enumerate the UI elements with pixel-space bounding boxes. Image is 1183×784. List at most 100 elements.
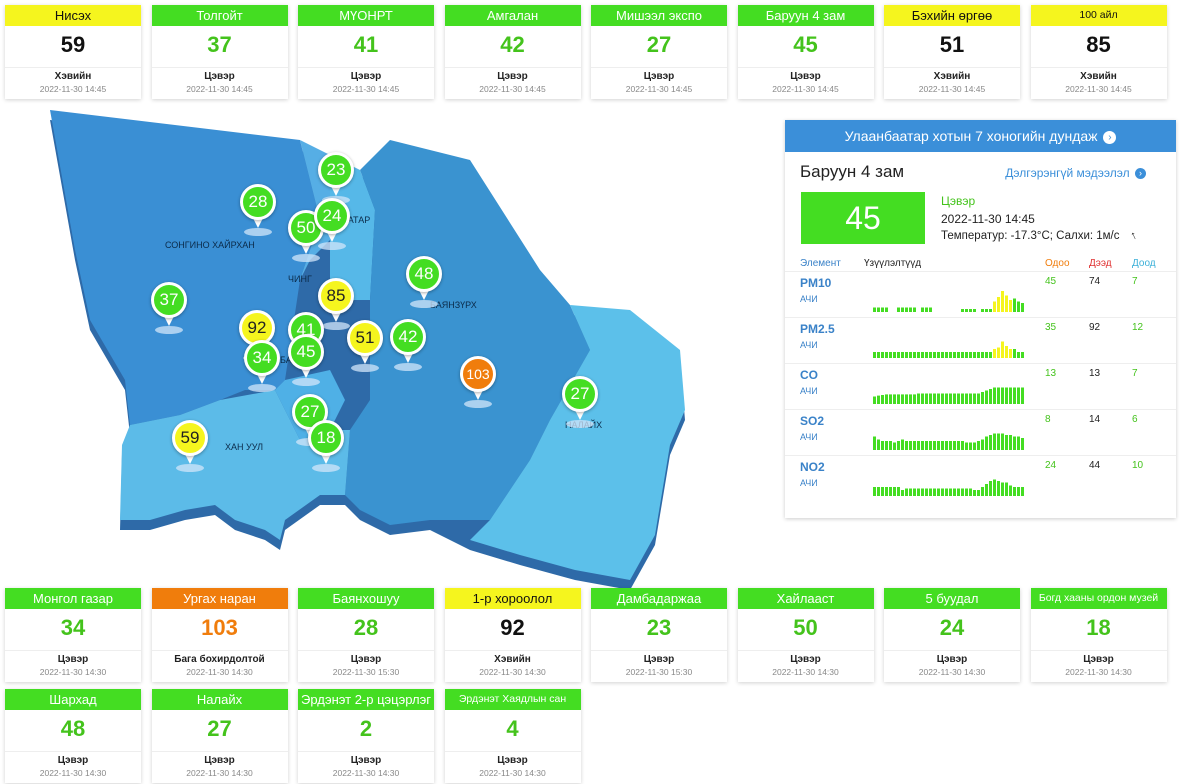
station-card[interactable]: Налайх 27 Цэвэр 2022-11-30 14:30 bbox=[151, 689, 288, 783]
map-marker[interactable]: 37 bbox=[151, 282, 187, 334]
pollutant-min: 7 bbox=[1132, 276, 1138, 287]
station-timestamp: 2022-11-30 14:45 bbox=[772, 84, 839, 94]
marker-shadow bbox=[312, 464, 340, 472]
station-card[interactable]: Эрдэнэт Хаядлын сан 4 Цэвэр 2022-11-30 14:3… bbox=[444, 689, 581, 783]
pollutant-sparkbars bbox=[873, 291, 1024, 312]
spark-bar bbox=[885, 307, 888, 312]
station-name: Налайх bbox=[151, 689, 288, 710]
station-status: Цэвэр bbox=[444, 67, 581, 83]
station-card[interactable]: Шархад 48 Цэвэр 2022-11-30 14:30 bbox=[5, 689, 141, 783]
station-name: Богд хааны ордон музей bbox=[1030, 588, 1167, 609]
spark-bar bbox=[989, 435, 992, 450]
station-card[interactable]: Ургах наран 103 Бага бохирдолтой 2022-11-30… bbox=[151, 588, 288, 682]
pollutant-row: PM10 АЧИ 45 74 7 bbox=[785, 271, 1176, 317]
station-card[interactable]: Амгалан 42 Цэвэр 2022-11-30 14:45 bbox=[444, 5, 581, 99]
spark-bar bbox=[1001, 291, 1004, 312]
spark-bar bbox=[917, 441, 920, 450]
spark-bar bbox=[969, 352, 972, 358]
marker-value: 45 bbox=[288, 334, 324, 370]
spark-bar bbox=[929, 352, 932, 358]
pollutant-sparkbars bbox=[873, 479, 1024, 496]
spark-bar bbox=[1005, 295, 1008, 312]
station-card[interactable]: Хайлааст 50 Цэвэр 2022-11-30 14:30 bbox=[737, 588, 874, 682]
station-card[interactable]: Бэхийн өргөө 51 Хэвийн 2022-11-30 14:45 bbox=[884, 5, 1020, 99]
spark-bar bbox=[977, 393, 980, 404]
station-card[interactable]: Монгол газар 34 Цэвэр 2022-11-30 14:30 bbox=[5, 588, 141, 682]
map-marker[interactable]: 103 bbox=[460, 356, 496, 408]
spark-bar bbox=[881, 395, 884, 404]
station-card[interactable]: Эрдэнэт 2-р цэцэрлэг 2 Цэвэр 2022-11-30 14:… bbox=[298, 689, 434, 783]
pollutant-unit: АЧИ bbox=[800, 294, 818, 304]
station-card[interactable]: 100 айл 85 Хэвийн 2022-11-30 14:45 bbox=[1030, 5, 1167, 99]
spark-bar bbox=[1013, 387, 1016, 404]
station-name: Бэхийн өргөө bbox=[884, 5, 1020, 26]
station-timestamp: 2022-11-30 14:45 bbox=[39, 84, 107, 94]
station-card[interactable]: Толгойт 37 Цэвэр 2022-11-30 14:45 bbox=[151, 5, 288, 99]
station-status: Цэвэр bbox=[737, 67, 874, 83]
station-card[interactable]: Нисэх 59 Хэвийн 2022-11-30 14:45 bbox=[5, 5, 141, 99]
station-card[interactable]: Дамбадаржаа 23 Цэвэр 2022-11-30 15:30 bbox=[591, 588, 727, 682]
pollutant-unit: АЧИ bbox=[800, 478, 818, 488]
spark-bar bbox=[993, 387, 996, 404]
spark-bar bbox=[1013, 298, 1016, 312]
map-marker[interactable]: 45 bbox=[288, 334, 324, 386]
spark-bar bbox=[969, 393, 972, 404]
station-card[interactable]: Мишээл экспо 27 Цэвэр 2022-11-30 14:45 bbox=[591, 5, 727, 99]
station-aqi-value: 59 bbox=[60, 32, 86, 57]
spark-bar bbox=[957, 441, 960, 450]
spark-bar bbox=[1017, 301, 1020, 312]
map-marker[interactable]: 27 bbox=[562, 376, 598, 428]
map-marker[interactable]: 48 bbox=[406, 256, 442, 308]
marker-shadow bbox=[318, 242, 346, 250]
spark-bar bbox=[905, 394, 908, 404]
spark-bar bbox=[877, 352, 880, 358]
spark-bar bbox=[973, 442, 976, 450]
marker-shadow bbox=[566, 420, 594, 428]
spark-bar bbox=[977, 441, 980, 450]
spark-bar bbox=[909, 394, 912, 404]
details-link[interactable]: Дэлгэрэнгүй мэдээлэл › bbox=[1005, 166, 1146, 180]
spark-bar bbox=[1005, 435, 1008, 450]
station-card[interactable]: Баруун 4 зам 45 Цэвэр 2022-11-30 14:45 bbox=[737, 5, 874, 99]
district-map[interactable]: СОНГИНО ХАЙРХАНЧИНГБААТАРБАЯНЗҮРХБАЯН ОЛ… bbox=[30, 100, 710, 590]
spark-bar bbox=[1001, 387, 1004, 404]
spark-bar bbox=[1001, 482, 1004, 496]
marker-shadow bbox=[176, 464, 204, 472]
map-marker[interactable]: 51 bbox=[347, 320, 383, 372]
pollutant-now: 45 bbox=[1045, 276, 1057, 287]
station-timestamp: 2022-11-30 14:30 bbox=[186, 768, 253, 778]
map-marker[interactable]: 23 bbox=[318, 152, 354, 204]
map-marker[interactable]: 42 bbox=[390, 319, 426, 371]
spark-bar bbox=[953, 488, 956, 496]
map-marker[interactable]: 28 bbox=[240, 184, 276, 236]
station-card[interactable]: 5 буудал 24 Цэвэр 2022-11-30 14:30 bbox=[884, 588, 1020, 682]
marker-value: 34 bbox=[244, 340, 280, 376]
spark-bar bbox=[905, 307, 908, 312]
map-marker[interactable]: 59 bbox=[172, 420, 208, 472]
pollutant-min: 6 bbox=[1132, 414, 1138, 425]
spark-bar bbox=[1009, 435, 1012, 450]
map-marker[interactable]: 85 bbox=[318, 278, 354, 330]
map-marker[interactable]: 34 bbox=[244, 340, 280, 392]
station-timestamp: 2022-11-30 14:30 bbox=[39, 768, 107, 778]
station-card[interactable]: Баянхошуу 28 Цэвэр 2022-11-30 15:30 bbox=[298, 588, 434, 682]
map-marker[interactable]: 18 bbox=[308, 420, 344, 472]
spark-bar bbox=[1009, 300, 1012, 312]
spark-bar bbox=[945, 393, 948, 404]
station-name: Баянхошуу bbox=[298, 588, 434, 609]
weather-text: Температур: -17.3°C; Салхи: 1м/с bbox=[941, 230, 1120, 242]
map-marker[interactable]: 24 bbox=[314, 198, 350, 250]
station-name: Амгалан bbox=[444, 5, 581, 26]
station-card[interactable]: 1-р хороолол 92 Хэвийн 2022-11-30 14:30 bbox=[444, 588, 581, 682]
station-card[interactable]: Богд хааны ордон музей 18 Цэвэр 2022-11-30 … bbox=[1030, 588, 1167, 682]
spark-bar bbox=[1001, 433, 1004, 450]
spark-bar bbox=[929, 307, 932, 312]
spark-bar bbox=[1017, 487, 1020, 496]
spark-bar bbox=[997, 347, 1000, 358]
station-card[interactable]: МҮОНРТ 41 Цэвэр 2022-11-30 14:45 bbox=[298, 5, 434, 99]
panel-header[interactable]: Улаанбаатар хотын 7 хоногийн дундаж › bbox=[785, 120, 1176, 152]
spark-bar bbox=[873, 352, 876, 358]
marker-value: 18 bbox=[308, 420, 344, 456]
spark-bar bbox=[1005, 482, 1008, 496]
station-name: МҮОНРТ bbox=[298, 5, 434, 26]
